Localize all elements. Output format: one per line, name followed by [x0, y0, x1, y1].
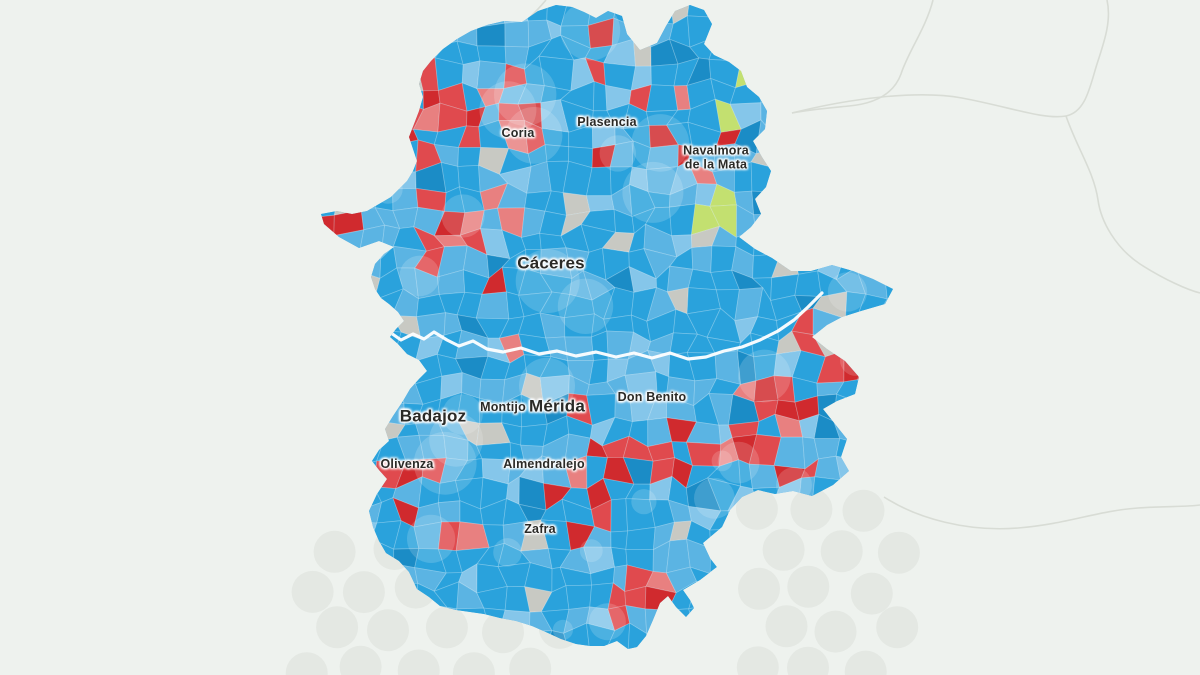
- highlight-bubble: [552, 619, 574, 641]
- highlight-bubble: [827, 272, 868, 312]
- highlight-bubble: [494, 63, 557, 126]
- municipality-cell: [625, 526, 656, 550]
- highlight-bubble: [631, 114, 690, 172]
- municipality-cell: [650, 63, 679, 87]
- neighbor-border-line: [883, 496, 1200, 530]
- background-dot: [482, 611, 524, 654]
- highlight-bubble: [429, 412, 483, 467]
- highlight-bubble: [588, 603, 626, 641]
- municipality-cell: [794, 270, 822, 298]
- municipality-cell: [504, 20, 530, 48]
- highlight-bubble: [622, 161, 684, 223]
- background-dot: [850, 572, 893, 615]
- background-dot: [765, 605, 808, 648]
- background-dot: [842, 489, 885, 532]
- highlight-bubble: [631, 489, 657, 515]
- background-dot: [285, 652, 328, 675]
- highlight-bubble: [579, 539, 603, 563]
- background-dot: [313, 530, 356, 573]
- background-dot: [316, 606, 359, 649]
- neighbor-border-line: [791, 0, 934, 114]
- background-dot: [790, 488, 833, 531]
- highlight-bubble: [711, 450, 733, 472]
- municipality-cell: [565, 584, 592, 610]
- highlight-bubble: [519, 357, 575, 414]
- background-dot: [397, 649, 440, 675]
- municipality-cell: [624, 371, 658, 399]
- municipality-cell: [646, 84, 679, 113]
- highlight-bubble: [694, 477, 735, 519]
- background-dot: [844, 650, 887, 675]
- municipality-cell: [610, 498, 628, 533]
- neighbor-border-line: [1065, 115, 1200, 294]
- background-dot: [452, 652, 495, 675]
- municipality-cell: [712, 143, 736, 173]
- municipality-cell: [564, 336, 594, 362]
- highlight-bubble: [515, 249, 580, 314]
- background-dot: [814, 610, 857, 653]
- municipality-cell: [457, 146, 482, 167]
- background-dot: [291, 570, 334, 613]
- highlight-bubble: [738, 349, 791, 403]
- highlight-bubble: [479, 81, 537, 139]
- province-border: [383, 291, 824, 361]
- neighbor-region-borders: [521, 0, 1200, 530]
- background-dot: [876, 606, 919, 649]
- municipality-cell: [592, 81, 608, 112]
- background-dot: [339, 645, 382, 675]
- highlight-bubble: [413, 431, 477, 495]
- highlight-bubble: [407, 514, 456, 564]
- highlight-bubble: [493, 538, 522, 567]
- background-dot: [735, 487, 778, 530]
- highlight-bubble: [560, 5, 621, 61]
- highlight-bubble: [717, 441, 760, 484]
- background-dot: [738, 567, 780, 610]
- municipality-cell: [520, 423, 548, 447]
- neighbor-border-line: [791, 0, 1110, 118]
- background-dot: [787, 646, 829, 675]
- background-dot: [877, 531, 920, 574]
- background-dot: [762, 528, 805, 571]
- background-dot: [342, 571, 385, 614]
- background-dot: [509, 647, 552, 675]
- highlight-bubble: [441, 194, 485, 238]
- municipality-cell: [610, 530, 628, 550]
- background-dot: [736, 646, 779, 675]
- municipality-cell: [586, 195, 615, 212]
- highlight-bubble: [505, 106, 563, 164]
- background-dot: [367, 609, 409, 652]
- background-dot: [787, 565, 830, 608]
- background-dot: [425, 606, 468, 649]
- highlight-bubble: [399, 255, 441, 297]
- highlight-bubble: [442, 394, 483, 435]
- background-dot: [820, 530, 863, 573]
- highlight-bubble: [599, 135, 636, 172]
- highlight-bubble: [557, 278, 614, 334]
- municipality-cell: [691, 245, 713, 273]
